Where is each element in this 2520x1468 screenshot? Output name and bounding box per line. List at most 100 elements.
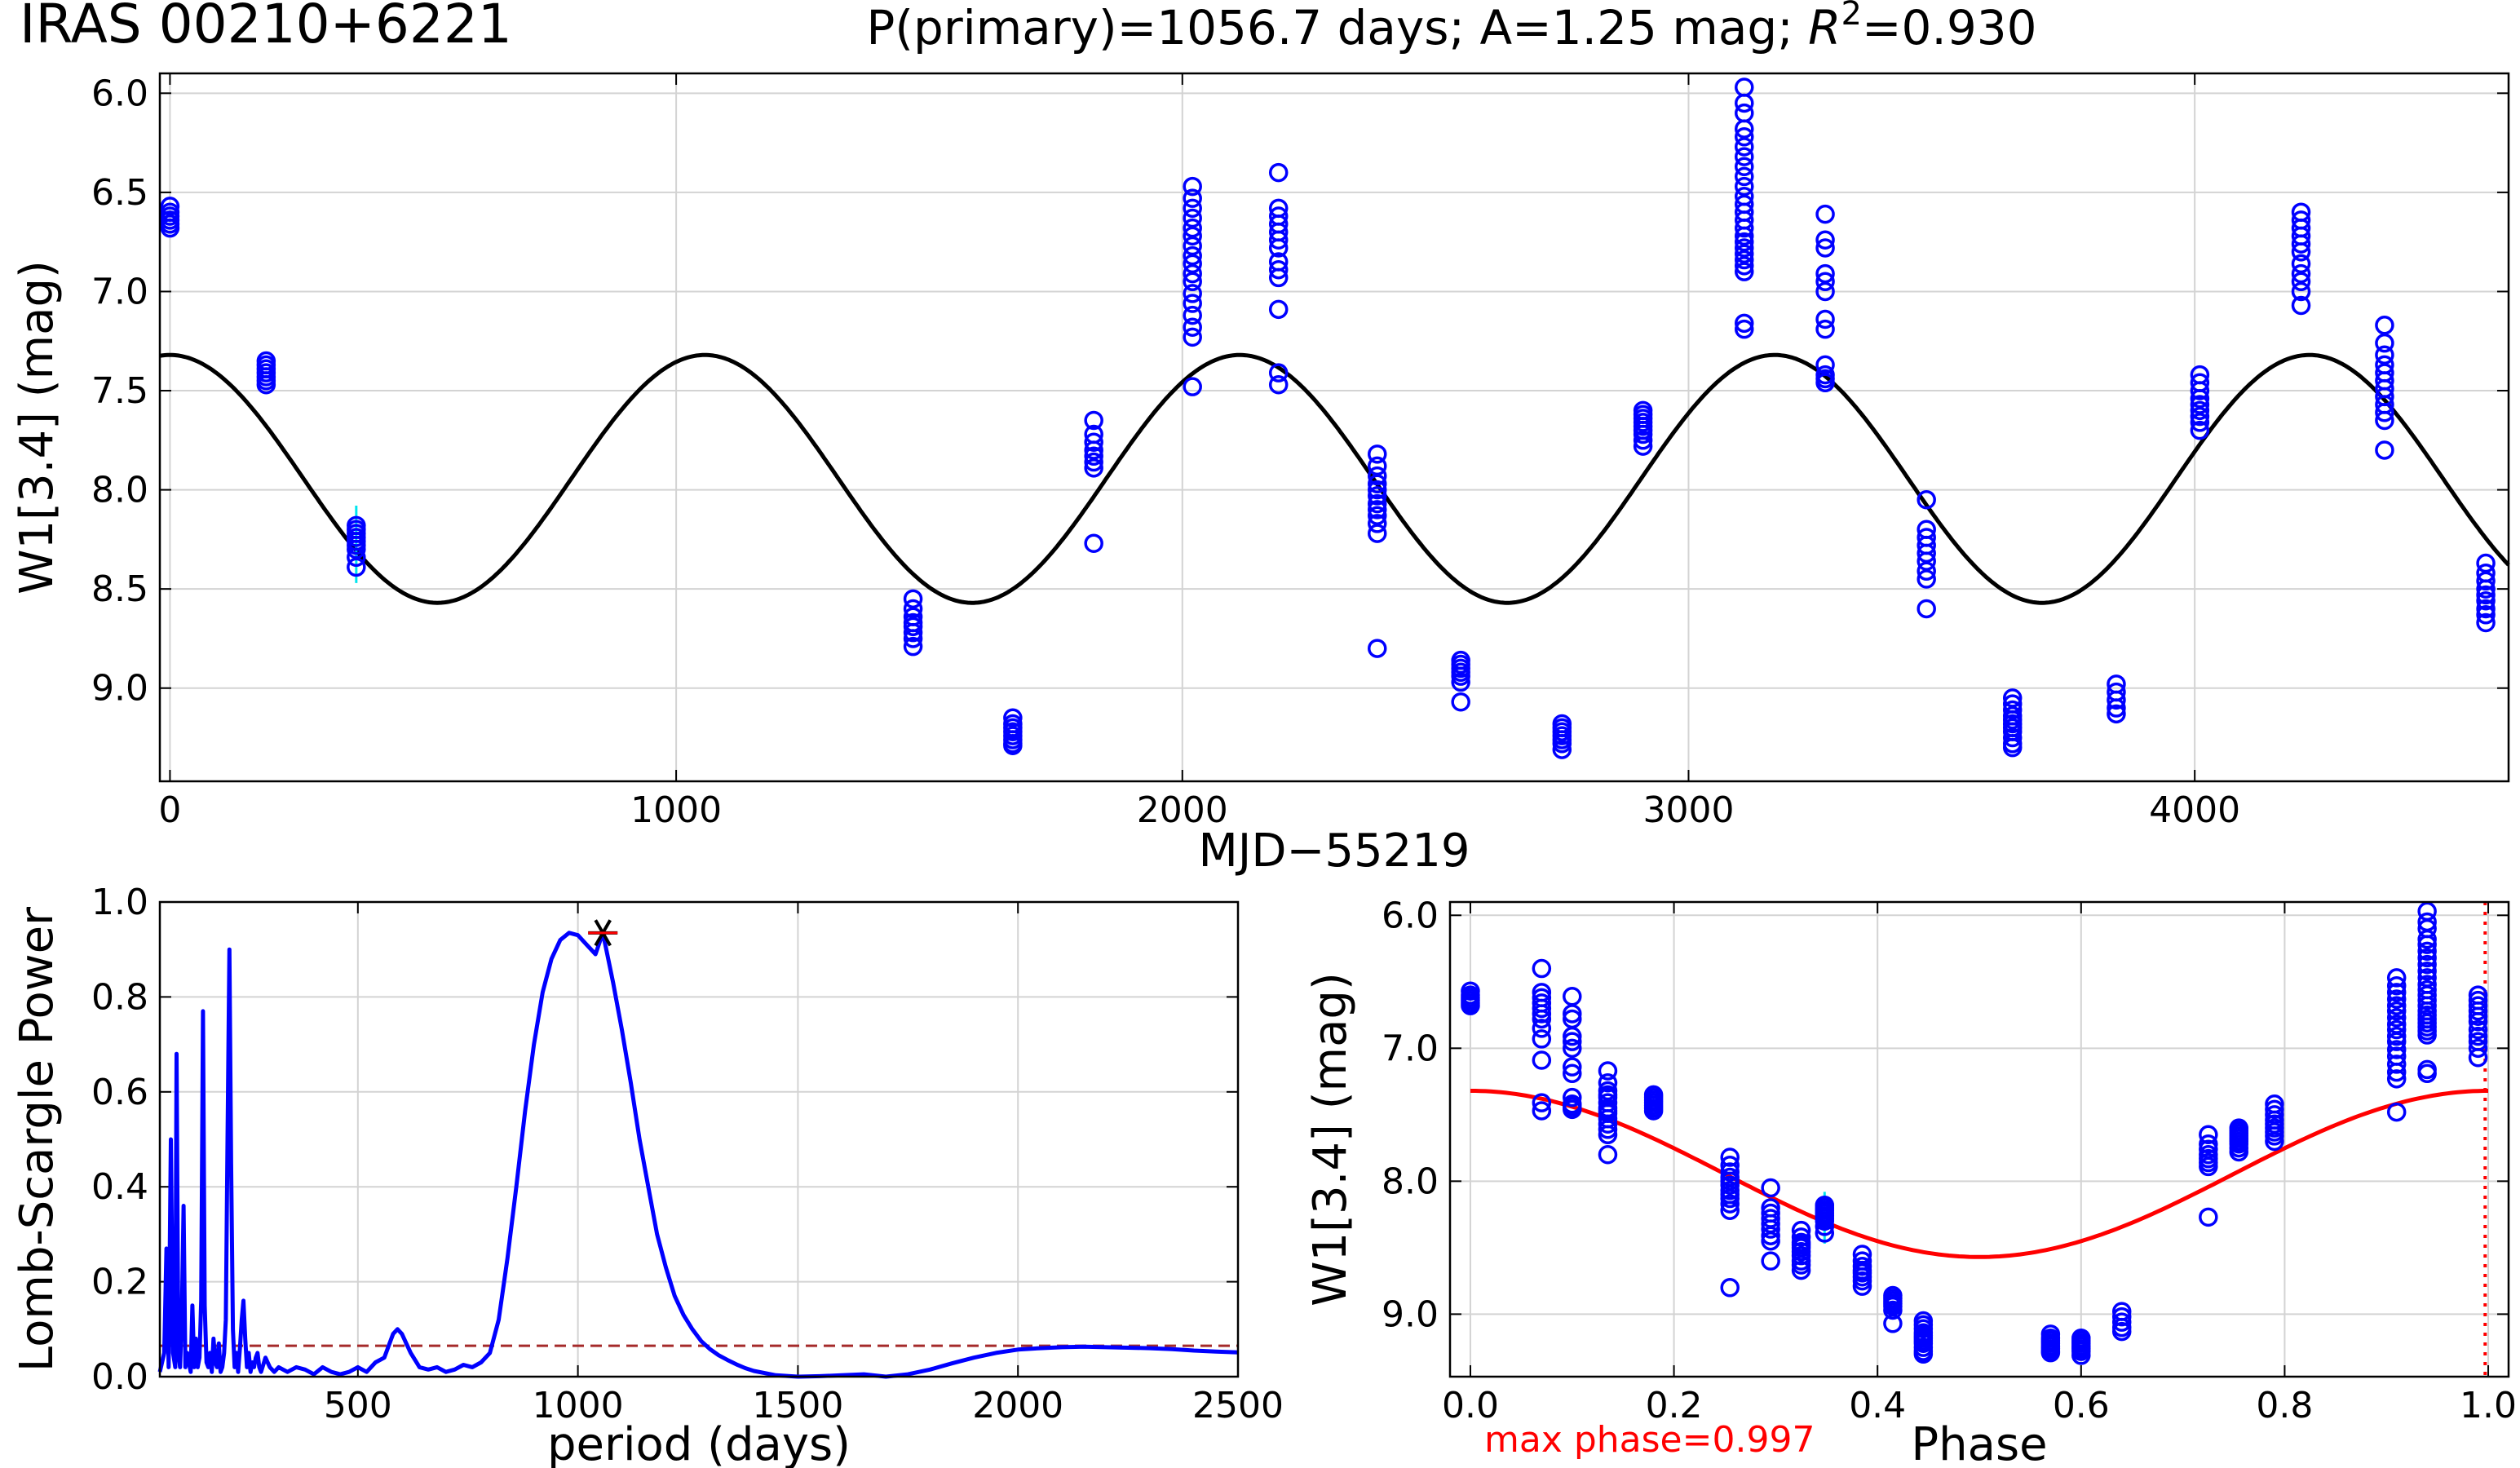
- data-point: [2190, 420, 2210, 440]
- data-point: [1735, 238, 1754, 258]
- r-squared-value: =0.930: [1862, 0, 2037, 55]
- data-point: [1532, 1101, 1552, 1121]
- x-axis-label: Phase: [1911, 1418, 2047, 1468]
- data-point: [1815, 369, 1835, 389]
- data-point: [2476, 579, 2496, 599]
- data-point: [1598, 1072, 1618, 1093]
- data-point: [347, 547, 366, 568]
- data-point: [1852, 1276, 1872, 1296]
- y-tick-label: 7.5: [91, 370, 148, 412]
- data-point: [1815, 319, 1835, 339]
- y-tick-label: 9.0: [91, 668, 148, 710]
- data-point: [2002, 727, 2023, 748]
- data-point: [2417, 941, 2437, 962]
- data-point: [2476, 599, 2496, 619]
- data-point: [1815, 281, 1835, 302]
- data-point: [1735, 147, 1754, 166]
- data-point: [1761, 1219, 1780, 1239]
- data-point: [2190, 406, 2210, 427]
- data-point: [1084, 458, 1103, 478]
- data-point: [2468, 1011, 2488, 1032]
- y-tick-label: 8.5: [91, 568, 148, 610]
- data-point: [1183, 188, 1202, 208]
- data-point: [1368, 639, 1387, 658]
- y-tick-label: 8.0: [91, 470, 148, 511]
- data-point: [1720, 1147, 1740, 1167]
- data-point: [1883, 1300, 1903, 1320]
- data-point: [1735, 176, 1754, 197]
- data-point: [1368, 493, 1387, 514]
- data-point: [2375, 333, 2394, 353]
- data-point: [1532, 1009, 1552, 1029]
- data-point: [1084, 440, 1103, 460]
- data-point: [1183, 263, 1202, 284]
- data-point: [1451, 666, 1470, 686]
- y-tick-label: 6.5: [91, 172, 148, 214]
- data-point: [2375, 403, 2394, 422]
- data-point: [2386, 1001, 2407, 1021]
- data-point: [2375, 345, 2394, 365]
- data-point: [1917, 543, 1936, 564]
- data-point: [2229, 1142, 2249, 1162]
- data-point: [1815, 309, 1835, 329]
- data-point: [2291, 263, 2311, 284]
- data-point: [2386, 989, 2407, 1009]
- data-point: [1368, 506, 1387, 525]
- data-point: [1720, 1175, 1740, 1195]
- x-tick-label: 1000: [533, 1385, 624, 1426]
- y-tick-label: 6.0: [91, 73, 148, 114]
- data-point: [1735, 319, 1754, 339]
- data-point: [1183, 284, 1202, 303]
- data-point: [1268, 259, 1289, 280]
- data-point: [2375, 440, 2394, 460]
- data-point: [2417, 948, 2437, 968]
- data-point: [2417, 962, 2437, 981]
- data-point: [1183, 226, 1202, 246]
- data-point: [1643, 1101, 1664, 1121]
- data-point: [1633, 431, 1653, 450]
- y-tick-label: 0.6: [91, 1072, 148, 1113]
- data-point: [2476, 585, 2496, 605]
- data-point: [1563, 1026, 1582, 1046]
- phase-fit-curve: [1470, 1089, 2488, 1259]
- data-point: [2417, 990, 2437, 1010]
- y-tick-label: 1.0: [91, 882, 148, 923]
- data-point: [1735, 250, 1754, 270]
- data-point: [2476, 571, 2496, 591]
- data-point: [1917, 561, 1936, 581]
- x-tick-label: 500: [324, 1385, 392, 1426]
- x-tick-label: 2000: [1137, 789, 1228, 831]
- data-point: [2386, 1040, 2407, 1059]
- data-point: [1532, 998, 1552, 1019]
- data-point: [1183, 245, 1202, 266]
- data-point: [1917, 551, 1936, 571]
- data-point: [347, 539, 366, 559]
- x-tick-label: 0.4: [1849, 1385, 1906, 1426]
- y-axis-label: Lomb-Scargle Power: [11, 906, 64, 1372]
- data-point: [2002, 737, 2023, 758]
- data-point: [1815, 263, 1835, 284]
- data-point: [160, 197, 180, 216]
- data-point: [2291, 272, 2311, 292]
- data-point: [1268, 268, 1289, 288]
- data-point: [1917, 569, 1936, 589]
- data-point: [1815, 238, 1835, 258]
- data-point: [2468, 1038, 2488, 1059]
- data-point: [2386, 1019, 2407, 1040]
- fit-curve: [159, 352, 2510, 605]
- periodogram-panel: 500 1000 1500 2000 2500 0.0 0.2 0.4 0.6 0.8 1.0 per…: [11, 882, 1284, 1468]
- data-point: [2468, 1001, 2488, 1021]
- data-point: [903, 629, 923, 648]
- data-point: [1268, 299, 1289, 320]
- data-point: [2375, 410, 2394, 431]
- data-point: [903, 622, 923, 643]
- data-point: [1913, 1344, 1934, 1364]
- data-point: [1735, 127, 1754, 147]
- data-point: [1563, 1057, 1582, 1077]
- r-squared-symbol: R: [1808, 0, 1841, 55]
- data-point: [1532, 1029, 1552, 1049]
- data-point: [1735, 262, 1754, 281]
- data-point: [2386, 975, 2407, 996]
